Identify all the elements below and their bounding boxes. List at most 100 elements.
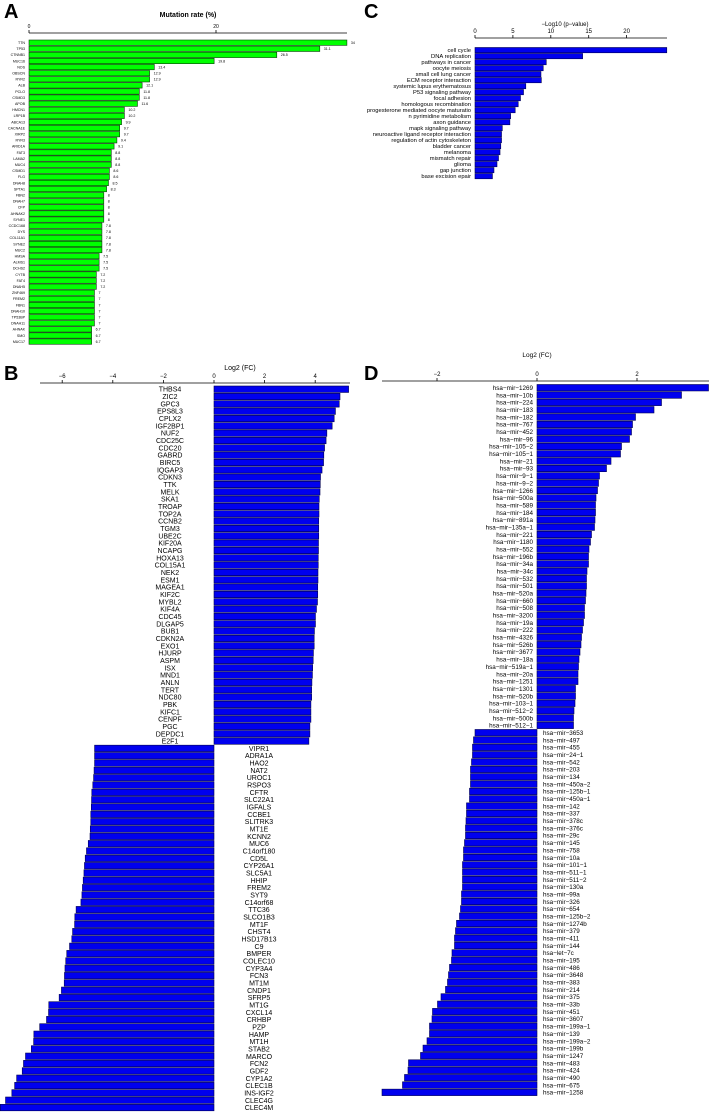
bar [474,83,527,90]
category-label: DNAH8 [13,181,25,185]
bar [445,986,538,994]
category-label: hsa−mir−660 [496,598,533,605]
value-label: 6.7 [96,328,101,332]
bar [213,598,318,606]
category-label: FCN2 [250,1061,268,1068]
value-label: 7 [98,315,100,319]
bar [213,620,316,628]
bar [536,567,588,575]
bar [213,693,312,701]
value-label: 10.2 [128,108,135,112]
bar [462,883,538,891]
x-tick-label: −2 [160,374,168,380]
bar [33,1038,215,1046]
category-label: hsa−mir−511−2 [543,877,587,884]
bar [28,106,125,113]
bar [536,626,583,634]
category-label: hsa−mir−1301 [493,686,534,693]
bar [91,796,215,804]
bar [420,1052,538,1060]
category-label: PBK [163,702,177,709]
category-label: HMSA [15,254,26,258]
bar [213,722,311,730]
category-label: hsa−mir−378c [543,818,583,825]
category-label: RYR2 [15,78,25,82]
category-label: RSPO3 [247,783,271,790]
bar [536,442,622,450]
category-label: hsa−mir−196b [493,554,534,561]
category-label: ALMS1 [13,261,25,265]
bar [82,876,215,884]
axis-title: Log2 (FC) [224,365,256,372]
value-label: 8.5 [112,181,117,185]
category-label: CSMD3 [12,96,25,100]
category-label: base excision epair [421,174,471,180]
bar [0,1104,215,1112]
bar [536,420,633,428]
category-label: hsa−mir−376c [543,825,583,832]
bar [213,686,312,694]
category-label: FCN3 [250,973,268,980]
category-label: hsa−mir−3648 [543,972,584,979]
category-label: hsa−mir−184 [496,510,533,517]
category-label: hsa−mir−199b [543,1046,584,1053]
category-label: hsa−mir−500b [493,715,534,722]
value-label: 26.5 [281,53,288,57]
bar [213,466,323,474]
category-label: hsa−mir−21 [500,458,534,465]
category-label: hsa−mir−1180 [493,539,533,546]
category-label: CRHBP [247,1017,272,1024]
category-label: hsa−mir−758 [543,847,580,854]
category-label: SMO [17,334,25,338]
value-label: 7.8 [106,248,111,252]
bar [213,612,316,620]
category-label: hsa−mir−142 [543,803,580,810]
bar [536,464,607,472]
category-label: hsa−mir−130a [543,884,584,891]
category-label: hsa−mir−767 [496,422,533,429]
category-label: MARCO [246,1054,273,1061]
bar [28,192,105,199]
category-label: PGC [162,724,177,731]
bar [69,942,215,950]
bar [74,920,215,928]
category-label: hsa−mir−375 [543,994,580,1001]
bar [87,840,215,848]
category-label: hsa−mir−542 [543,759,580,766]
bar [213,510,320,518]
bar [28,149,112,156]
bar [459,912,538,920]
bar [536,508,596,517]
category-label: hsa−mir−221 [496,532,533,539]
bar [28,131,120,138]
bar [213,671,313,679]
bar [81,891,215,899]
category-label: NCAPG [158,548,183,555]
category-label: melanoma [444,150,472,156]
bar [469,795,538,803]
bar [61,986,215,994]
value-label: 8.8 [115,151,120,155]
bar [213,546,319,555]
category-label: SLC22A1 [244,797,274,804]
category-label: TOP2A [159,511,182,518]
category-label: COL15A1 [155,563,186,570]
bar [64,964,215,972]
category-label: hsa−mir−511−1 [543,869,587,876]
bar [474,131,502,138]
category-label: NAT2 [250,768,267,775]
bar [474,59,547,66]
bar [536,472,600,480]
bar [536,494,597,502]
category-label: FAT3 [17,151,25,155]
value-label: 6.7 [96,340,101,344]
category-label: hsa−mir−105−1 [489,451,533,458]
bar [28,314,95,321]
value-label: 12.1 [146,84,153,88]
bar [28,161,112,168]
bar [470,765,538,773]
bar [28,143,115,150]
category-label: CLEC4M [245,1105,274,1112]
value-label: 19.8 [218,59,225,63]
category-label: DNAH11 [11,322,25,326]
